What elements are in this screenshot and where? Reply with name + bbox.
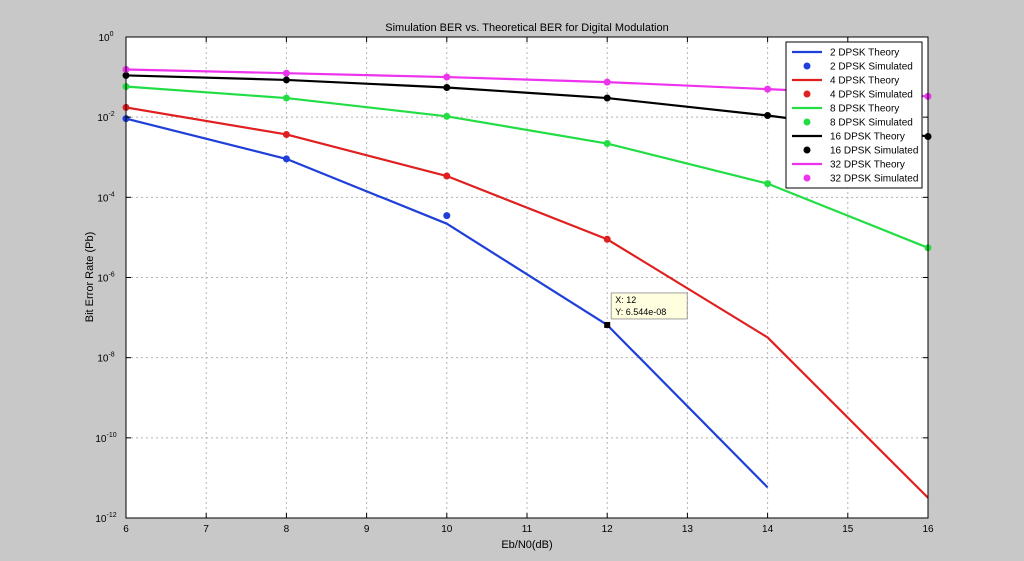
x-tick-label: 15 [842, 524, 854, 535]
point-8-dpsk-simulated [282, 94, 290, 102]
point-2-dpsk-simulated [282, 155, 290, 163]
y-tick-label: 10-2 [97, 111, 114, 124]
series-line-4-dpsk-theory [125, 106, 929, 499]
legend-entry-label: 16 DPSK Simulated [830, 146, 918, 157]
x-axis-ticks: 6 7 8 9 10 11 12 13 14 15 16 [123, 37, 934, 535]
x-tick-label: 13 [682, 524, 694, 535]
series-line-8-dpsk-theory [125, 85, 929, 249]
point-8-dpsk-simulated [764, 180, 772, 188]
datatip-x-label: X: 12 [615, 295, 636, 305]
legend-swatch-marker [803, 90, 811, 98]
x-tick-label: 6 [123, 524, 129, 535]
point-16-dpsk-simulated [282, 76, 290, 84]
legend-entry-label: 8 DPSK Theory [830, 104, 899, 115]
point-4-dpsk-simulated [443, 172, 451, 180]
datatip[interactable]: X: 12 Y: 6.544e-08 [604, 292, 688, 328]
y-tick-label: 10-12 [95, 512, 116, 525]
legend[interactable]: 2 DPSK Theory 2 DPSK Simulated 4 DPSK Theo… [785, 41, 923, 189]
y-tick-label: 10-4 [97, 191, 114, 204]
x-tick-label: 16 [922, 524, 934, 535]
y-tick-label: 10-8 [97, 352, 114, 365]
y-tick-label: 100 [98, 31, 113, 44]
point-2-dpsk-simulated [443, 212, 451, 220]
series-line-2-dpsk-theory [125, 117, 769, 489]
x-tick-label: 10 [441, 524, 453, 535]
point-32-dpsk-simulated [603, 78, 611, 86]
legend-entry-label: 4 DPSK Simulated [830, 90, 913, 101]
legend-swatch-marker [803, 146, 811, 154]
legend-entry-label: 2 DPSK Theory [830, 48, 899, 59]
y-tick-label: 10-6 [97, 272, 114, 285]
point-4-dpsk-simulated [282, 130, 290, 138]
x-tick-label: 12 [602, 524, 614, 535]
y-axis-label: Bit Error Rate (Pb) [84, 232, 96, 322]
point-16-dpsk-simulated [764, 112, 772, 120]
x-tick-label: 9 [364, 524, 370, 535]
datatip-y-label: Y: 6.544e-08 [615, 307, 666, 317]
legend-entry-label: 16 DPSK Theory [830, 132, 905, 143]
x-tick-label: 7 [203, 524, 209, 535]
point-32-dpsk-simulated [764, 85, 772, 93]
y-tick-label: 10-10 [95, 432, 116, 445]
x-tick-label: 8 [284, 524, 290, 535]
point-32-dpsk-simulated [282, 69, 290, 77]
x-tick-label: 11 [522, 524, 533, 535]
legend-entry-label: 4 DPSK Theory [830, 76, 899, 87]
x-tick-label: 14 [762, 524, 774, 535]
datatip-box [610, 292, 688, 320]
chart-title: Simulation BER vs. Theoretical BER for D… [385, 22, 668, 34]
point-16-dpsk-simulated [443, 83, 451, 91]
legend-swatch-marker [803, 118, 811, 126]
legend-swatch-marker [803, 62, 811, 70]
legend-entry-label: 32 DPSK Theory [830, 160, 905, 171]
legend-entry-label: 8 DPSK Simulated [830, 118, 913, 129]
point-4-dpsk-simulated [603, 235, 611, 243]
x-axis-label: Eb/N0(dB) [501, 539, 552, 551]
legend-swatch-marker [803, 174, 811, 182]
legend-entry-label: 2 DPSK Simulated [830, 62, 913, 73]
y-axis-ticks: 100 10-2 10-4 10-6 10-8 10-10 10-12 [95, 31, 928, 525]
point-8-dpsk-simulated [603, 140, 611, 148]
datatip-marker [604, 321, 611, 328]
point-16-dpsk-simulated [603, 94, 611, 102]
point-8-dpsk-simulated [443, 112, 451, 120]
point-32-dpsk-simulated [443, 73, 451, 81]
legend-entry-label: 32 DPSK Simulated [830, 174, 918, 185]
